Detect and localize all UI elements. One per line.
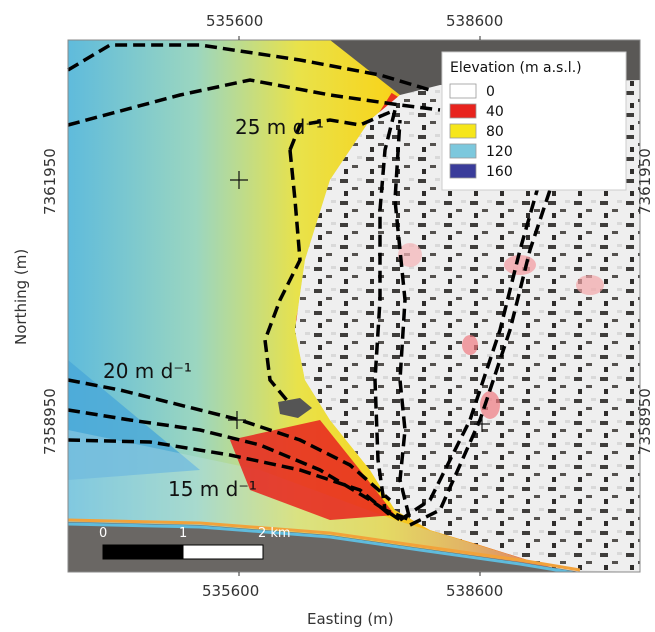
velocity-contours: [67, 43, 552, 527]
contour-line: [67, 378, 392, 502]
legend-title: Elevation (m a.s.l.): [450, 60, 582, 76]
x-ticks-bottom: [238, 572, 481, 576]
legend-label: 80: [486, 124, 504, 140]
legend-label: 160: [486, 164, 513, 180]
velocity-label-20: 20 m d⁻¹: [103, 359, 192, 383]
velocity-label-15: 15 m d⁻¹: [168, 477, 257, 501]
map-frame: [67, 39, 641, 573]
legend-swatch: [449, 123, 477, 139]
grid-crosshair: [474, 416, 490, 432]
velocity-label-25: 25 m d⁻¹: [235, 115, 324, 139]
x-tick-top-535600: 535600: [206, 12, 263, 30]
x-tick-top-538600: 538600: [446, 12, 503, 30]
legend-label: 40: [486, 104, 504, 120]
x-ticks-top: [238, 36, 481, 40]
glacier-elevation-field: [68, 40, 580, 572]
contour-line: [67, 438, 392, 517]
y-axis-title: Northing (m): [12, 249, 30, 345]
contour-line: [67, 43, 431, 92]
legend-swatch: [449, 163, 477, 179]
contour-line: [399, 179, 542, 522]
y-tick-right-7358950: 7358950: [636, 388, 654, 455]
legend-swatch: [449, 143, 477, 159]
scale-label-0: 0: [99, 526, 107, 541]
legend-swatch: [449, 83, 477, 99]
legend: Elevation (m a.s.l.) 0 40 80 120 160: [441, 51, 627, 191]
contour-line: [67, 408, 401, 522]
y-tick-right-7361950: 7361950: [636, 148, 654, 215]
contour-line: [288, 107, 413, 523]
grid-crosshair: [230, 171, 248, 189]
grid-crosshair: [228, 411, 246, 429]
contour-line: [409, 189, 552, 527]
y-tick-left-7361950: 7361950: [41, 148, 59, 215]
scale-bar: 0 1 2 km: [99, 526, 291, 560]
legend-swatch: [449, 103, 477, 119]
scale-label-1: 1: [179, 526, 187, 541]
contour-line: [263, 149, 302, 412]
x-axis-title: Easting (m): [307, 610, 394, 628]
y-tick-left-7358950: 7358950: [41, 388, 59, 455]
scale-label-2km: 2 km: [258, 526, 291, 541]
legend-label: 120: [486, 144, 513, 160]
x-tick-bottom-535600: 535600: [202, 582, 259, 600]
contour-line: [67, 78, 441, 127]
x-tick-bottom-538600: 538600: [446, 582, 503, 600]
rock-patch: [278, 398, 312, 418]
legend-label: 0: [486, 84, 495, 100]
